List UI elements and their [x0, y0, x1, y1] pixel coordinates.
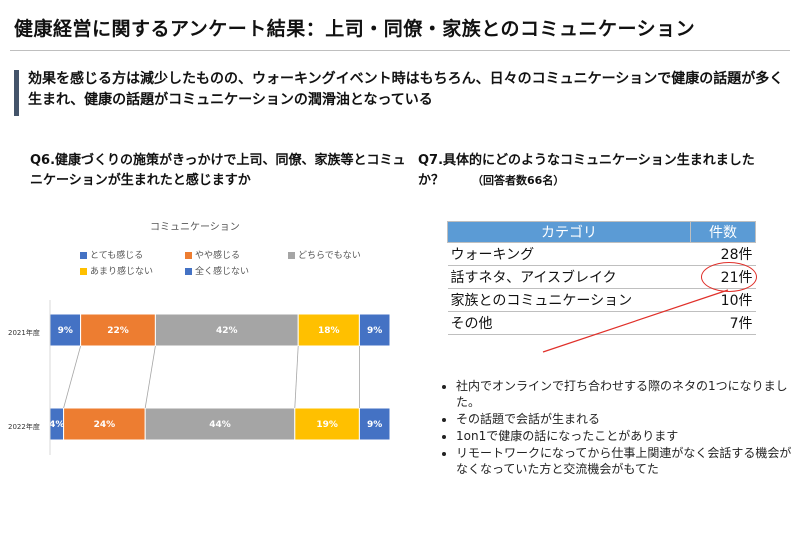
legend-item-5: 全く感じない	[185, 264, 249, 277]
row-category: 話すネタ、アイスブレイク	[447, 265, 691, 289]
legend-swatch	[80, 268, 87, 275]
page-title: 健康経営に関するアンケート結果：上司・同僚・家族とのコミュニケーション	[14, 18, 696, 40]
header-count: 件数	[690, 221, 756, 243]
data-label: 42%	[216, 326, 238, 336]
row-category: 家族とのコミュニケーション	[447, 288, 691, 312]
bar-segment	[154, 313, 299, 347]
bar-segment	[297, 313, 360, 347]
legend-item-3: どちらでもない	[288, 248, 361, 261]
category-label-2022: 2022年度	[8, 423, 40, 431]
bar-segment	[294, 407, 360, 441]
legend-swatch	[185, 268, 192, 275]
data-label: 22%	[107, 326, 129, 336]
table-row: その他 7件	[447, 311, 756, 335]
data-label: 9%	[58, 326, 73, 336]
category-label-2021: 2021年度	[8, 329, 40, 337]
list-item: リモートワークになってから仕事上関連がなく会話する機会がなくなっていた方と交流機…	[456, 445, 796, 477]
data-label: 9%	[367, 420, 382, 430]
summary-text: 効果を感じる方は減少したものの、ウォーキングイベント時はもちろん、日々のコミュニ…	[28, 71, 784, 108]
q6-question: Q6.健康づくりの施策がきっかけで上司、同僚、家族等とコミュニケーションが生まれ…	[30, 153, 406, 188]
data-label: 19%	[316, 420, 338, 430]
data-label: 9%	[367, 326, 382, 336]
table-row: ウォーキング 28件	[447, 242, 756, 266]
row-category: ウォーキング	[447, 242, 691, 266]
series-connector-line	[63, 345, 81, 409]
highlight-circle	[701, 262, 757, 292]
data-label: 4%	[49, 420, 64, 430]
row-category: その他	[447, 311, 691, 335]
list-item: 1on1で健康の話になったことがあります	[456, 428, 796, 444]
row-count: 7件	[690, 311, 756, 335]
q7-respondent-note: （回答者数66名）	[472, 174, 565, 187]
data-label: 18%	[318, 326, 340, 336]
callout-line-segment	[542, 289, 729, 353]
data-label: 44%	[209, 420, 231, 430]
series-connector-line	[294, 345, 299, 409]
table-row: 家族とのコミュニケーション 10件	[447, 288, 756, 312]
legend-swatch	[288, 252, 295, 259]
summary-accent-bar	[14, 70, 19, 116]
title-divider	[10, 50, 790, 51]
bar-segment	[63, 407, 146, 441]
legend-swatch	[80, 252, 87, 259]
q7-question: Q7.具体的にどのようなコミュニケーション生まれましたか？ （回答者数66名）	[418, 151, 778, 191]
category-table: カテゴリ 件数 ウォーキング 28件 話すネタ、アイスブレイク 21件 家族とのコミ…	[447, 221, 756, 335]
legend-item-2: やや感じる	[185, 248, 240, 261]
bar-segment	[144, 407, 296, 441]
list-item: 社内でオンラインで打ち合わせする際のネタの1つになりました。	[456, 378, 796, 410]
legend-item-1: とても感じる	[80, 248, 143, 261]
series-connector-line	[144, 345, 156, 409]
row-count: 10件	[690, 288, 756, 312]
list-item: その話題で会話が生まれる	[456, 411, 796, 427]
q7-question-text: Q7.具体的にどのようなコミュニケーション生まれましたか？	[418, 153, 755, 188]
bar-segment	[358, 407, 391, 441]
chart-title: コミュニケーション	[150, 222, 240, 233]
data-label: 24%	[94, 420, 116, 430]
legend-swatch	[185, 252, 192, 259]
header-category: カテゴリ	[447, 221, 691, 243]
comment-list: 社内でオンラインで打ち合わせする際のネタの1つになりました。 その話題で会話が生…	[436, 378, 796, 478]
legend-item-4: あまり感じない	[80, 264, 153, 277]
bar-segment	[358, 313, 391, 347]
bar-segment	[80, 313, 156, 347]
table-header-row: カテゴリ 件数	[447, 221, 756, 243]
